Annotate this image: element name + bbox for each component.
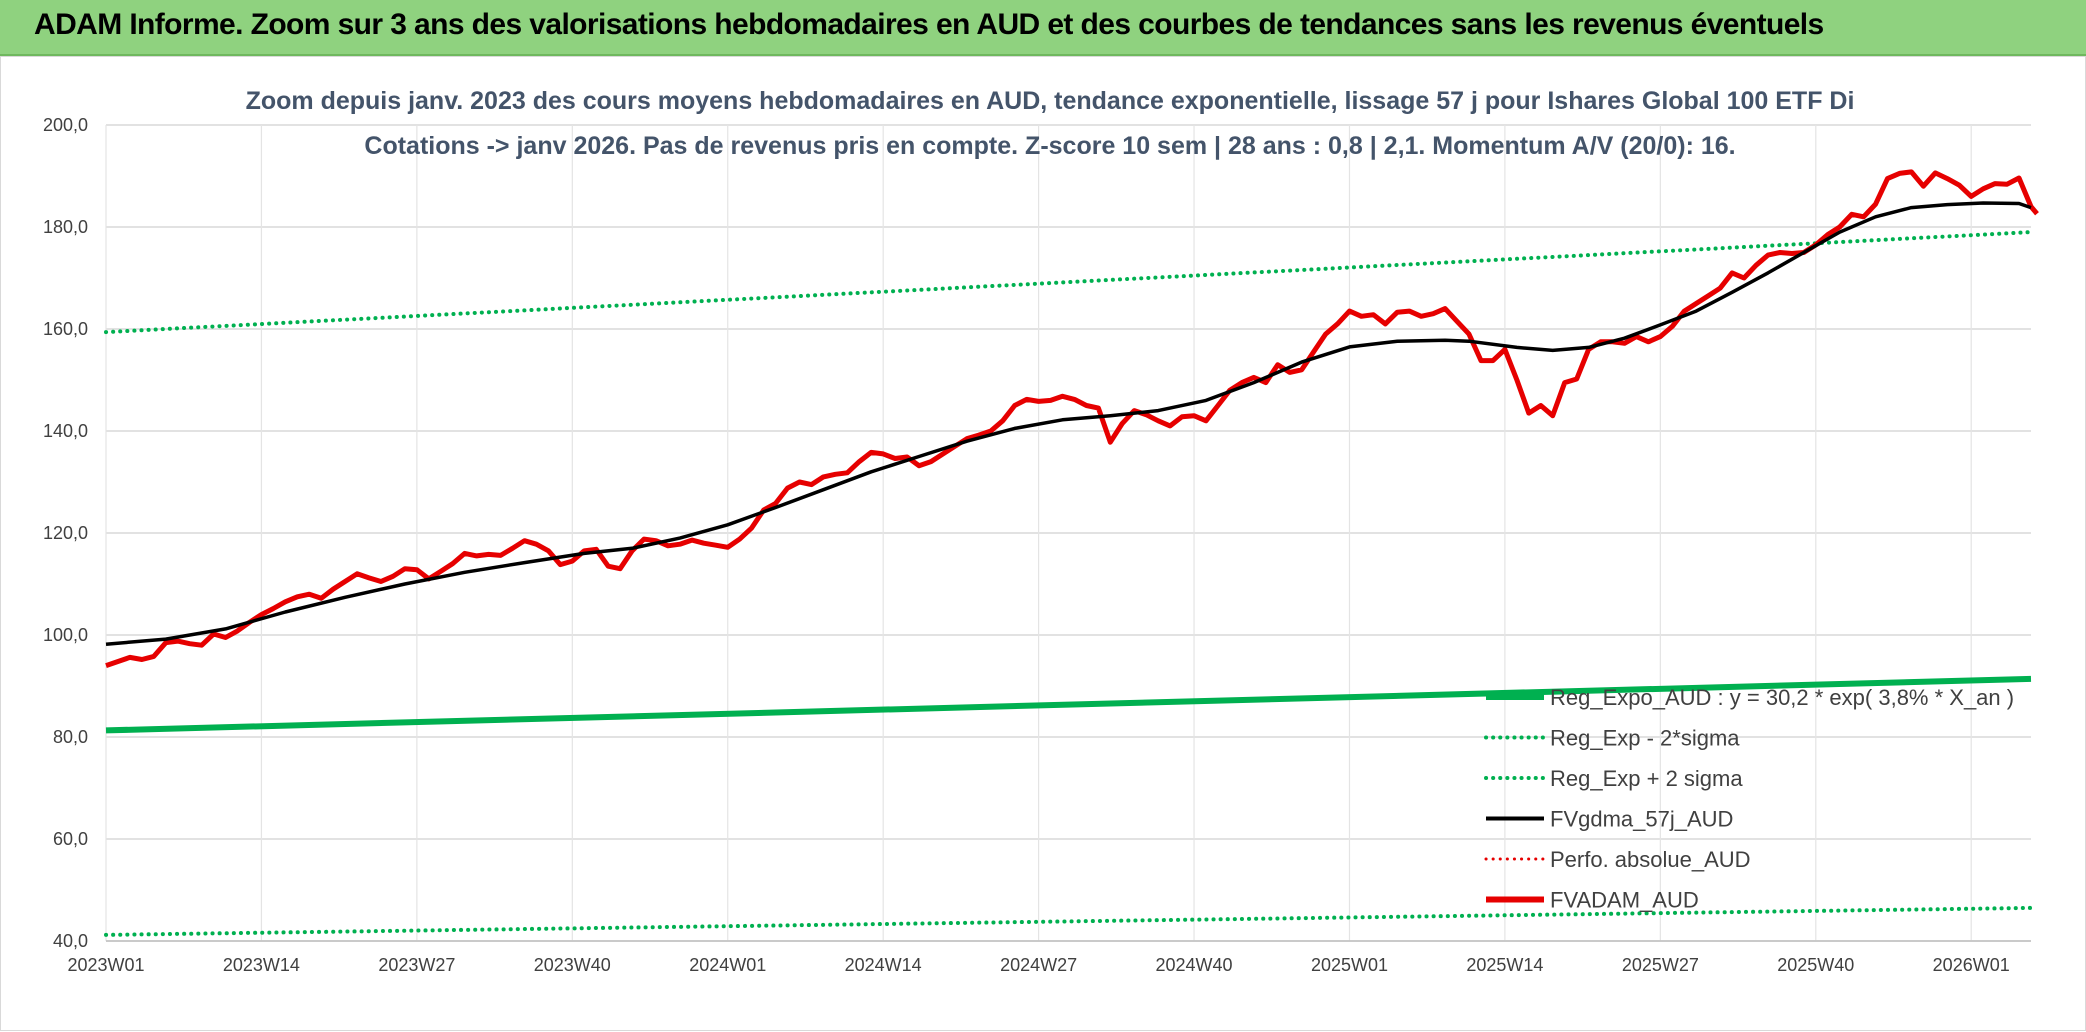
x-tick-label: 2023W40	[534, 955, 611, 975]
legend-label: FVgdma_57j_AUD	[1550, 807, 1733, 832]
x-tick-label: 2025W40	[1777, 955, 1854, 975]
legend-label: Reg_Exp + 2 sigma	[1550, 766, 1743, 791]
chart-svg: 40,0 60,0 80,0 100,0 120,0 140,0 160,0 180,0 200…	[43, 78, 2039, 975]
x-tick-label: 2024W14	[845, 955, 922, 975]
chart-legend: Reg_Expo_AUD : y = 30,2 * exp( 3,8% * X_…	[1484, 685, 2014, 913]
legend-reg-exp-plus-2sigma: Reg_Exp + 2 sigma	[1484, 766, 1743, 791]
x-tick-label: 2024W27	[1000, 955, 1077, 975]
y-tick-label: 180,0	[43, 217, 88, 237]
y-tick-label: 80,0	[53, 727, 88, 747]
legend-fvgdma-57j-aud: FVgdma_57j_AUD	[1486, 807, 1733, 832]
report-banner-title: ADAM Informe. Zoom sur 3 ans des valoris…	[34, 8, 1824, 41]
chart-title-line-1: Zoom depuis janv. 2023 des cours moyens …	[246, 87, 1855, 115]
x-axis-ticks: 2023W01 2023W14 2023W27 2023W40 2024W01 2024W…	[67, 955, 2009, 975]
series-reg-exp-minus-2sigma	[104, 905, 2033, 937]
x-tick-label: 2023W01	[67, 955, 144, 975]
y-tick-label: 40,0	[53, 931, 88, 951]
chart-title-background	[287, 78, 1799, 178]
legend-fvadam-aud: FVADAM_AUD	[1486, 888, 1699, 913]
x-tick-label: 2023W27	[378, 955, 455, 975]
y-tick-label: 60,0	[53, 829, 88, 849]
legend-reg-exp-minus-2sigma: Reg_Exp - 2*sigma	[1484, 726, 1740, 751]
x-tick-label: 2025W14	[1466, 955, 1543, 975]
legend-perfo-absolue-aud: Perfo. absolue_AUD	[1484, 847, 1751, 872]
x-tick-label: 2023W14	[223, 955, 300, 975]
chart-series	[104, 169, 2039, 937]
y-tick-label: 140,0	[43, 421, 88, 441]
y-tick-label: 120,0	[43, 523, 88, 543]
chart-title-line-2: Cotations -> janv 2026. Pas de revenus p…	[364, 132, 1735, 160]
chart-frame: 40,0 60,0 80,0 100,0 120,0 140,0 160,0 180,0 200…	[0, 56, 2086, 1031]
x-tick-label: 2024W40	[1156, 955, 1233, 975]
y-tick-label: 160,0	[43, 319, 88, 339]
x-tick-label: 2024W01	[689, 955, 766, 975]
report-banner: ADAM Informe. Zoom sur 3 ans des valoris…	[0, 0, 2086, 56]
legend-label: Perfo. absolue_AUD	[1550, 847, 1751, 872]
chart-grid	[105, 124, 2031, 942]
y-tick-label: 200,0	[43, 115, 88, 135]
x-tick-label: 2025W01	[1311, 955, 1388, 975]
legend-label: FVADAM_AUD	[1550, 888, 1699, 913]
series-reg-expo-aud	[105, 675, 2032, 734]
legend-label: Reg_Expo_AUD : y = 30,2 * exp( 3,8% * X_…	[1550, 685, 2014, 710]
x-tick-label: 2025W27	[1622, 955, 1699, 975]
legend-label: Reg_Exp - 2*sigma	[1550, 726, 1740, 751]
series-fvgdma-57j-aud	[105, 201, 2032, 646]
legend-reg-expo-aud: Reg_Expo_AUD : y = 30,2 * exp( 3,8% * X_…	[1486, 685, 2014, 710]
y-tick-label: 100,0	[43, 625, 88, 645]
series-reg-exp-plus-2sigma	[104, 230, 2033, 335]
x-tick-label: 2026W01	[1933, 955, 2010, 975]
y-axis-ticks: 40,0 60,0 80,0 100,0 120,0 140,0 160,0 180,0 200…	[43, 115, 88, 951]
